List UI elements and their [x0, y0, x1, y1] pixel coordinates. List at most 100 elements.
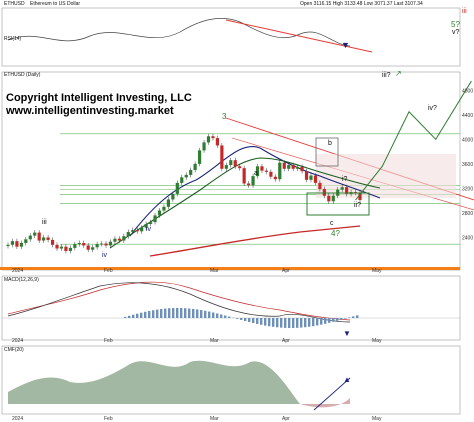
price-label: ETHUSD (Daily) — [4, 72, 41, 78]
x-axis-labels: 2024 2024 2024 Feb Feb Feb Mar Mar Mar Apr Apr Apr M… — [12, 268, 382, 422]
candle-body — [117, 238, 121, 241]
y-tick-label: 4800 — [462, 88, 473, 94]
wave-label-iiiq: iii? — [382, 72, 391, 79]
candle-body — [126, 231, 130, 237]
candle-body — [77, 242, 81, 245]
candle-body — [327, 195, 331, 202]
wave-label-iv-mid: iv — [146, 226, 152, 233]
candle-body — [153, 215, 157, 223]
candle-body — [108, 241, 113, 246]
candle-body — [215, 138, 220, 146]
macd-histogram-bar — [248, 318, 251, 323]
macd-histogram-bar — [276, 318, 279, 328]
candle-body — [229, 160, 233, 166]
x-tick-label: Mar — [210, 268, 219, 274]
sma-red-line — [149, 225, 361, 257]
macd-histogram-bar — [136, 313, 139, 318]
candle-body — [220, 145, 224, 169]
x-tick-label: Feb — [104, 338, 113, 344]
macd-histogram-bar — [140, 312, 143, 318]
candle-body — [313, 175, 318, 183]
macd-histogram-bar — [168, 308, 171, 318]
wave-label-b: b — [328, 140, 332, 147]
candle-body — [193, 163, 197, 170]
x-tick-label: Apr — [282, 416, 290, 422]
y-tick-label: 3600 — [462, 162, 473, 168]
y-axis-labels: 4800 4400 4000 3600 3200 2800 2400 — [462, 88, 473, 241]
macd-histogram-bar — [308, 318, 311, 327]
price-panel: ↗ — [0, 69, 474, 271]
candle-body — [304, 171, 309, 180]
macd-histogram-bar — [272, 318, 275, 327]
candle-body — [318, 182, 322, 190]
macd-histogram-bar — [260, 318, 263, 325]
wave-label-3: 3 — [222, 112, 227, 121]
sma-blue-line — [129, 146, 381, 237]
candle-body — [175, 182, 179, 194]
macd-histogram-bar — [304, 318, 307, 328]
candle-body — [180, 177, 184, 183]
macd-histogram-bar — [292, 318, 295, 328]
candle-body — [273, 176, 277, 180]
macd-histogram-bar — [240, 318, 243, 320]
macd-histogram-bar — [188, 308, 191, 318]
cmf-arrow-icon: ▲ — [343, 375, 351, 384]
rsi-arrow-icon: ▼ — [341, 40, 350, 50]
wave-label-c: c — [330, 220, 334, 227]
wave-label-a: a — [254, 170, 258, 177]
candle-body — [6, 244, 10, 247]
macd-histogram-bar — [192, 308, 195, 318]
candle-body — [162, 206, 166, 211]
rsi-label: RSI(14) — [4, 36, 22, 42]
macd-histogram-bar — [312, 318, 315, 327]
wave-label-iv-left: iv — [102, 252, 108, 259]
macd-histogram-bar — [348, 317, 351, 318]
candle-body — [345, 187, 349, 194]
projection-zone — [316, 154, 456, 198]
candle-body — [255, 166, 260, 177]
cmf-panel: ▲ — [1, 345, 461, 415]
x-tick-label: Feb — [104, 416, 113, 422]
macd-histogram-bar — [352, 316, 355, 318]
candle-body — [104, 243, 108, 246]
macd-histogram-bar — [324, 318, 327, 324]
y-tick-label: 3200 — [462, 186, 473, 192]
wave-label-ivq: iv? — [428, 105, 437, 112]
macd-histogram-bar — [224, 315, 227, 318]
candle-body — [82, 242, 86, 246]
y-tick-label: 2400 — [462, 235, 473, 241]
macd-histogram-bar — [252, 318, 255, 324]
macd-histogram-bar — [316, 318, 319, 326]
macd-histogram-bar — [156, 309, 159, 318]
candle-body — [140, 227, 144, 232]
macd-histogram-bar — [148, 310, 151, 318]
candle-body — [86, 245, 90, 250]
macd-histogram-bar — [336, 318, 339, 321]
candle-body — [166, 199, 171, 207]
macd-histogram-bar — [344, 318, 347, 319]
macd-histogram-bar — [160, 309, 163, 318]
watermark-line1: Copyright Intelligent Investing, LLC — [6, 92, 192, 104]
projection-path — [355, 80, 472, 201]
candle-body — [24, 239, 28, 243]
candle-body — [91, 247, 95, 250]
candle-body — [251, 176, 255, 186]
watermark-line2: www.intelligentinvesting.market — [6, 105, 174, 117]
candle-body — [189, 170, 193, 175]
macd-histogram-bar — [164, 308, 167, 318]
candle-body — [202, 142, 206, 151]
macd-histogram-bar — [264, 318, 267, 326]
grey-box — [315, 137, 339, 167]
candle-body — [269, 171, 273, 177]
candle-body — [206, 136, 211, 143]
macd-histogram-bar — [124, 316, 127, 318]
candle-body — [264, 170, 269, 172]
symbol-label: ETHUSD — [4, 1, 25, 7]
x-tick-label: May — [372, 416, 382, 422]
wave-label-5q: 5? — [451, 20, 460, 29]
x-tick-label: 2024 — [12, 268, 23, 274]
candle-body — [59, 246, 64, 249]
macd-histogram-bar — [256, 318, 259, 324]
x-tick-label: 2024 — [12, 338, 23, 344]
